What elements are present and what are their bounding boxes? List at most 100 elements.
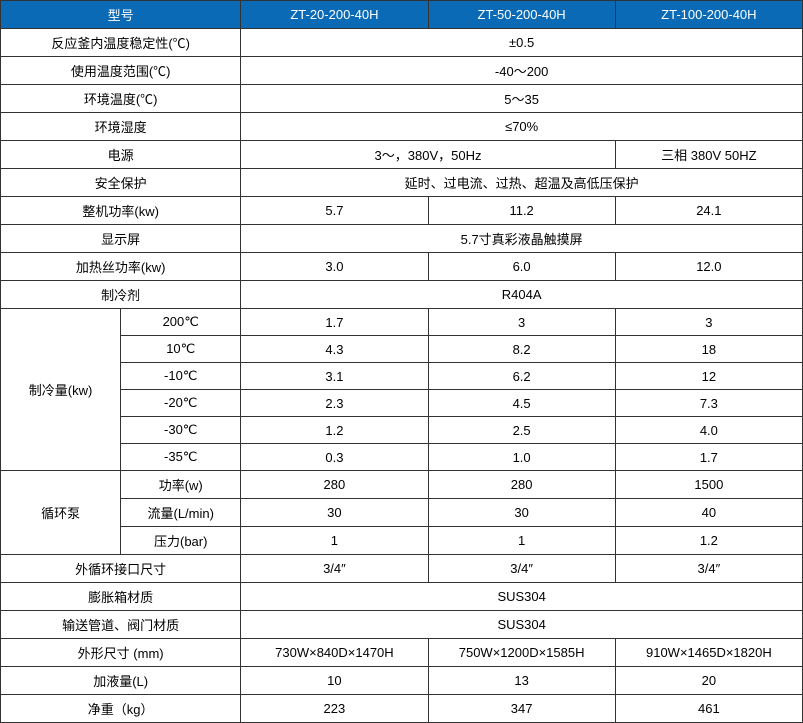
row-value: 1.7 <box>615 444 802 471</box>
row-value: 3 <box>615 309 802 336</box>
row-value: 2.3 <box>241 390 428 417</box>
row-value: 11.2 <box>428 197 615 225</box>
header-model-1: ZT-50-200-40H <box>428 1 615 29</box>
row-value: 910W×1465D×1820H <box>615 639 802 667</box>
row-sublabel: -30℃ <box>121 417 241 444</box>
table-row: 膨胀箱材质SUS304 <box>1 583 803 611</box>
row-label: 整机功率(kw) <box>1 197 241 225</box>
row-value: 5.7寸真彩液晶触摸屏 <box>241 225 803 253</box>
row-value: 730W×840D×1470H <box>241 639 428 667</box>
row-label: 净重（kg） <box>1 695 241 723</box>
row-value: 12 <box>615 363 802 390</box>
table-row: -10℃3.16.212 <box>1 363 803 390</box>
row-label: 环境湿度 <box>1 113 241 141</box>
row-value: 30 <box>241 499 428 527</box>
row-sublabel: 压力(bar) <box>121 527 241 555</box>
table-row: 显示屏5.7寸真彩液晶触摸屏 <box>1 225 803 253</box>
table-row: 整机功率(kw)5.711.224.1 <box>1 197 803 225</box>
table-row: 加液量(L)101320 <box>1 667 803 695</box>
table-row: 循环泵功率(w)2802801500 <box>1 471 803 499</box>
row-value: 20 <box>615 667 802 695</box>
table-row: 制冷剂R404A <box>1 281 803 309</box>
spec-table: 型号 ZT-20-200-40H ZT-50-200-40H ZT-100-20… <box>0 0 803 723</box>
row-value: 24.1 <box>615 197 802 225</box>
row-value: 1.7 <box>241 309 428 336</box>
row-value: 347 <box>428 695 615 723</box>
row-value: 4.0 <box>615 417 802 444</box>
row-value: 1.2 <box>241 417 428 444</box>
row-value: 1.0 <box>428 444 615 471</box>
row-value: 280 <box>428 471 615 499</box>
header-label: 型号 <box>1 1 241 29</box>
row-label: 外形尺寸 (mm) <box>1 639 241 667</box>
row-sublabel: 流量(L/min) <box>121 499 241 527</box>
row-value: 3～，380V，50Hz <box>241 141 615 169</box>
row-value: 三相 380V 50HZ <box>615 141 802 169</box>
row-sublabel: -35℃ <box>121 444 241 471</box>
table-row: 使用温度范围(℃)-40～200 <box>1 57 803 85</box>
row-value: 3/4″ <box>241 555 428 583</box>
table-row: -30℃1.22.54.0 <box>1 417 803 444</box>
row-value: 6.2 <box>428 363 615 390</box>
row-value: 1 <box>241 527 428 555</box>
row-sublabel: 10℃ <box>121 336 241 363</box>
table-row: -20℃2.34.57.3 <box>1 390 803 417</box>
row-value: 5～35 <box>241 85 803 113</box>
spec-body: 反应釜内温度稳定性(℃)±0.5使用温度范围(℃)-40～200环境温度(℃)5… <box>1 29 803 723</box>
row-value: 0.3 <box>241 444 428 471</box>
row-value: 8.2 <box>428 336 615 363</box>
row-label: 膨胀箱材质 <box>1 583 241 611</box>
row-value: 30 <box>428 499 615 527</box>
row-value: 4.5 <box>428 390 615 417</box>
table-row: 输送管道、阀门材质SUS304 <box>1 611 803 639</box>
row-value: 3 <box>428 309 615 336</box>
row-value: ≤70% <box>241 113 803 141</box>
row-value: 12.0 <box>615 253 802 281</box>
header-row: 型号 ZT-20-200-40H ZT-50-200-40H ZT-100-20… <box>1 1 803 29</box>
table-row: 净重（kg）223347461 <box>1 695 803 723</box>
table-row: 加热丝功率(kw)3.06.012.0 <box>1 253 803 281</box>
row-value: 280 <box>241 471 428 499</box>
row-sublabel: -10℃ <box>121 363 241 390</box>
table-row: 反应釜内温度稳定性(℃)±0.5 <box>1 29 803 57</box>
header-model-2: ZT-100-200-40H <box>615 1 802 29</box>
row-value: 3.0 <box>241 253 428 281</box>
row-value: 6.0 <box>428 253 615 281</box>
row-value: 3/4″ <box>428 555 615 583</box>
table-row: 流量(L/min)303040 <box>1 499 803 527</box>
row-value: 223 <box>241 695 428 723</box>
row-value: 2.5 <box>428 417 615 444</box>
row-value: 750W×1200D×1585H <box>428 639 615 667</box>
row-value: ±0.5 <box>241 29 803 57</box>
row-value: 延时、过电流、过热、超温及高低压保护 <box>241 169 803 197</box>
row-value: 7.3 <box>615 390 802 417</box>
group-label-pump: 循环泵 <box>1 471 121 555</box>
row-value: SUS304 <box>241 583 803 611</box>
table-row: 10℃4.38.218 <box>1 336 803 363</box>
table-row: 安全保护延时、过电流、过热、超温及高低压保护 <box>1 169 803 197</box>
row-label: 加液量(L) <box>1 667 241 695</box>
row-value: 1.2 <box>615 527 802 555</box>
row-label: 输送管道、阀门材质 <box>1 611 241 639</box>
table-row: 压力(bar)111.2 <box>1 527 803 555</box>
row-value: 3.1 <box>241 363 428 390</box>
row-sublabel: 200℃ <box>121 309 241 336</box>
row-label: 外循环接口尺寸 <box>1 555 241 583</box>
table-row: 制冷量(kw)200℃1.733 <box>1 309 803 336</box>
row-value: 461 <box>615 695 802 723</box>
row-value: 1500 <box>615 471 802 499</box>
row-label: 显示屏 <box>1 225 241 253</box>
row-label: 电源 <box>1 141 241 169</box>
row-value: 10 <box>241 667 428 695</box>
row-value: 1 <box>428 527 615 555</box>
table-row: 环境湿度≤70% <box>1 113 803 141</box>
row-value: 5.7 <box>241 197 428 225</box>
row-value: 40 <box>615 499 802 527</box>
row-value: 13 <box>428 667 615 695</box>
row-label: 环境温度(℃) <box>1 85 241 113</box>
row-value: 18 <box>615 336 802 363</box>
row-value: -40～200 <box>241 57 803 85</box>
row-value: SUS304 <box>241 611 803 639</box>
row-label: 制冷剂 <box>1 281 241 309</box>
row-value: 3/4″ <box>615 555 802 583</box>
